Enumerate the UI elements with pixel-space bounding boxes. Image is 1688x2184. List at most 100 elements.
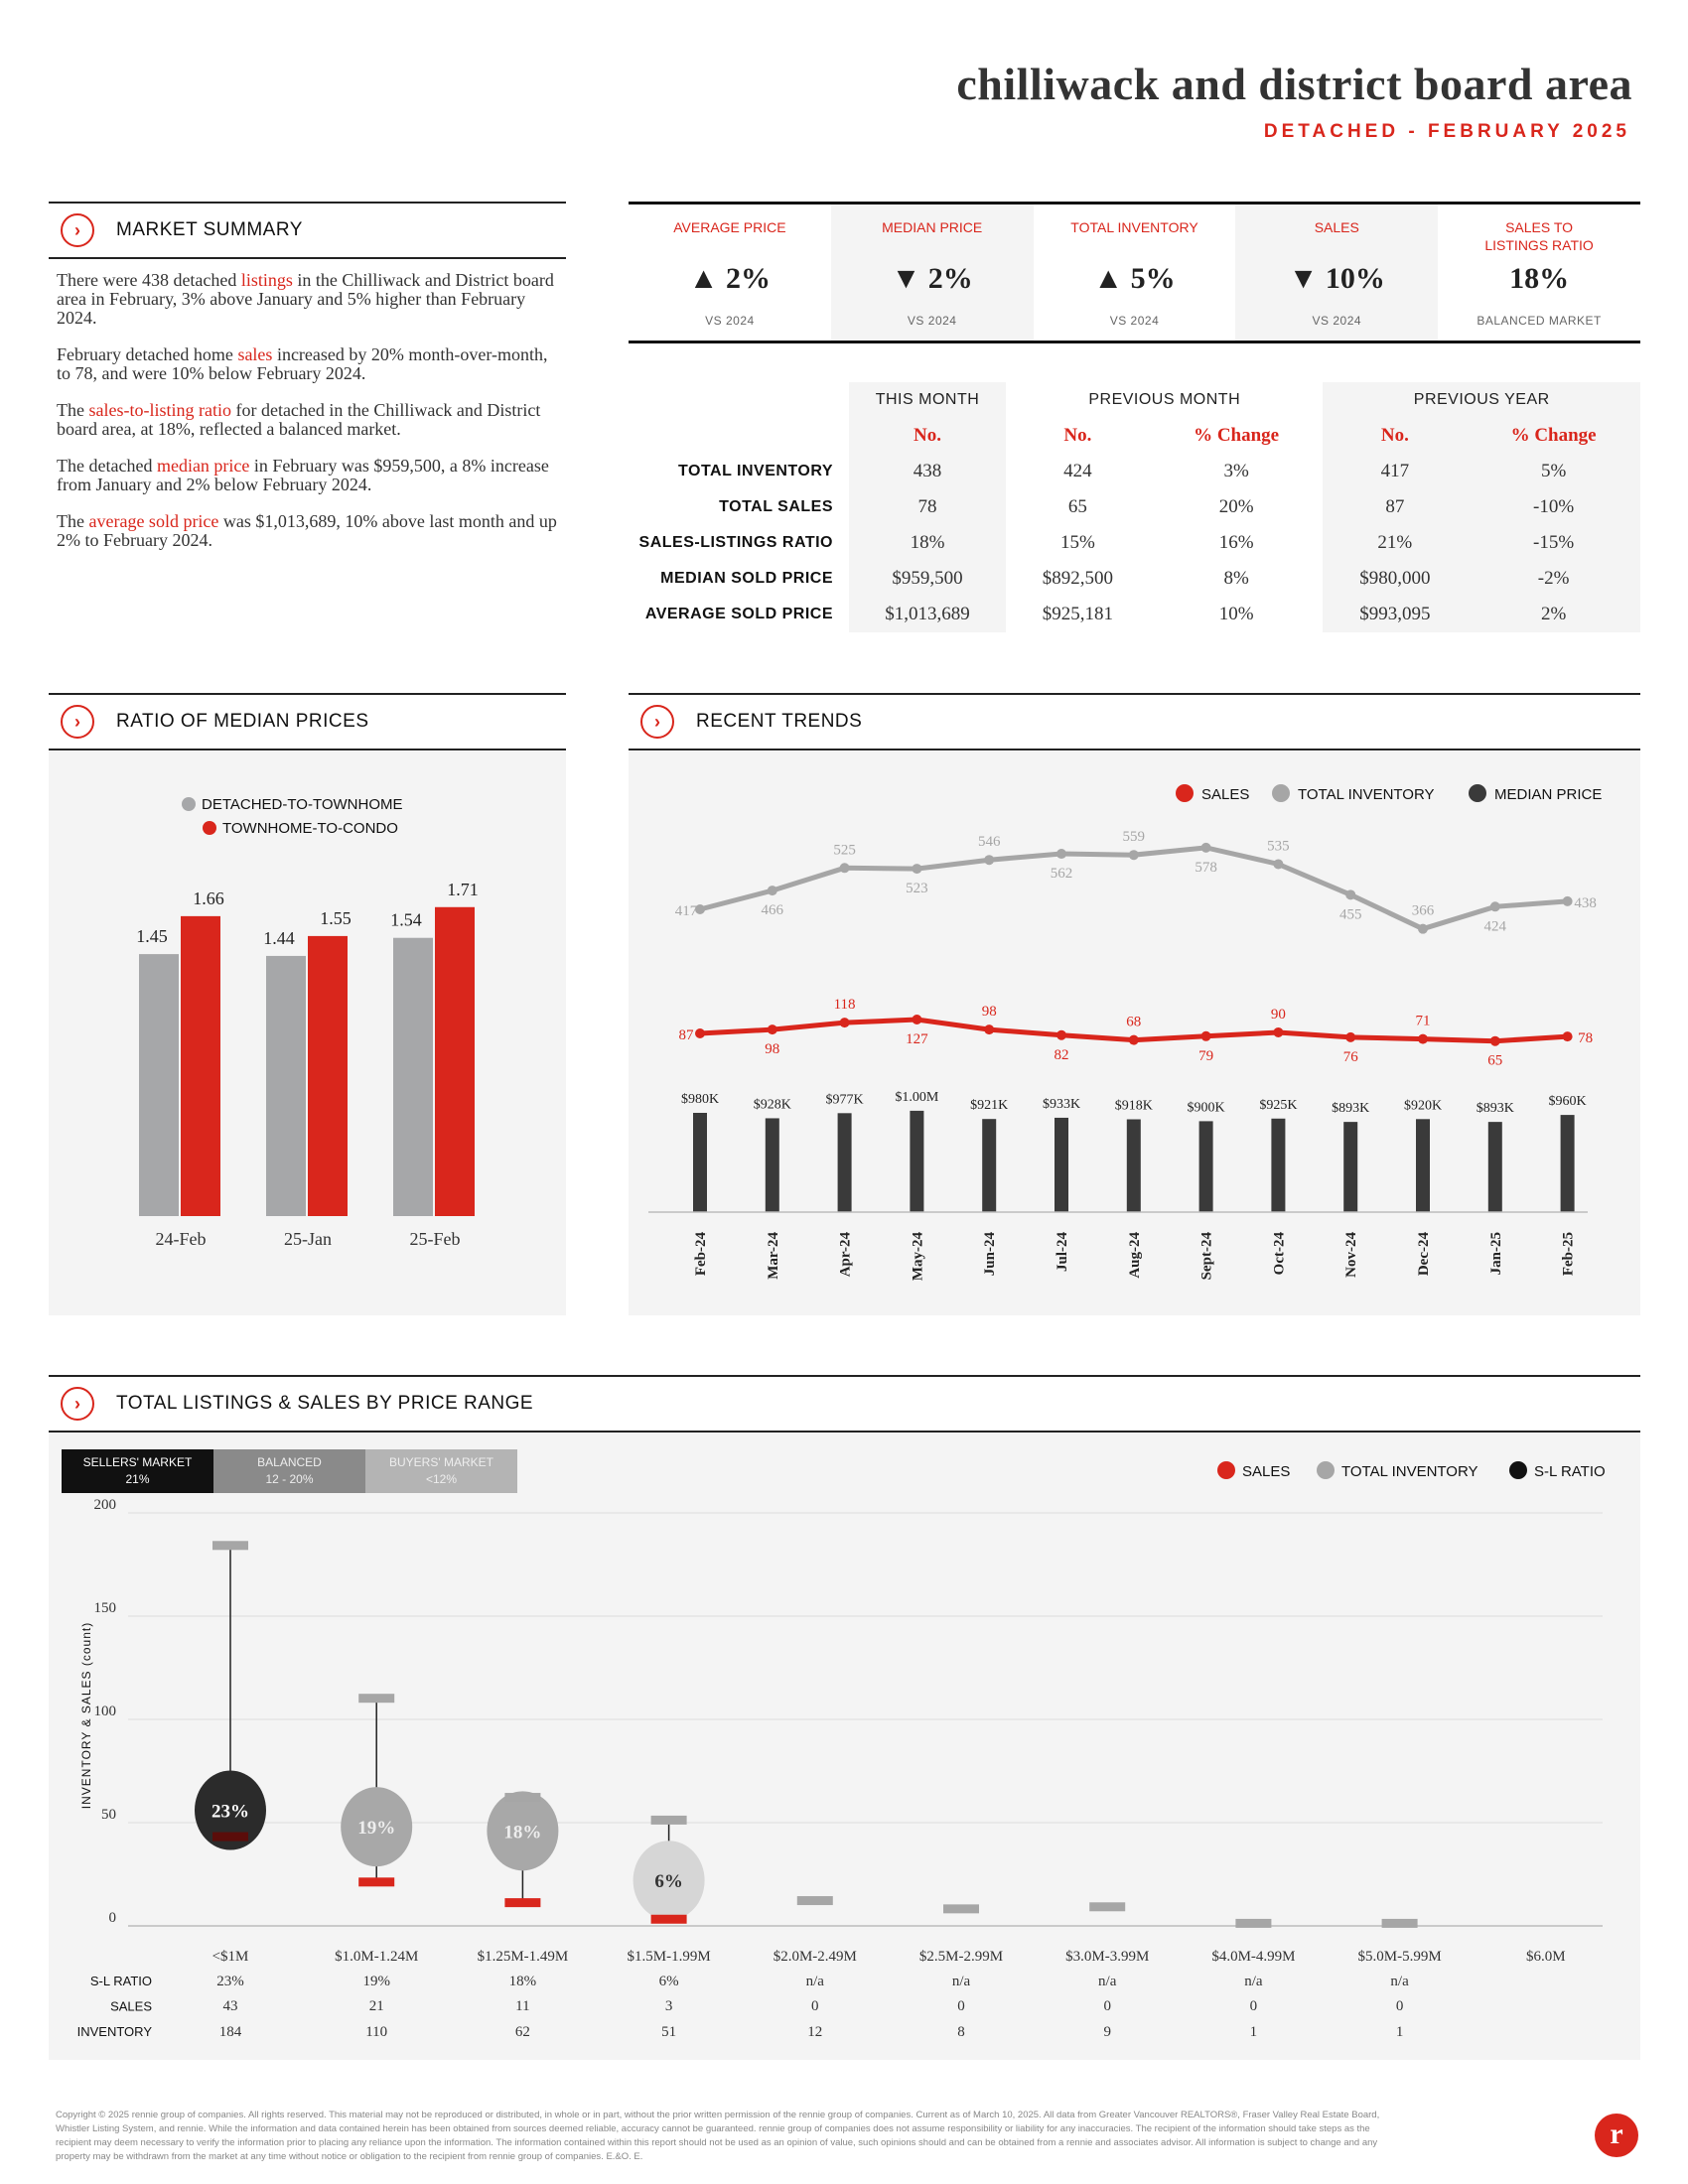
- column-header: No.: [1063, 425, 1092, 446]
- sales-point: [912, 1015, 922, 1024]
- column-header: % Change: [1194, 425, 1280, 446]
- sales-value-label: 127: [906, 1031, 928, 1047]
- inventory-value-label: 438: [1574, 895, 1597, 911]
- sales-value-label: 68: [1126, 1015, 1141, 1030]
- y-tick-label: 200: [94, 1497, 117, 1513]
- section-title: TOTAL LISTINGS & SALES BY PRICE RANGE: [116, 1393, 534, 1414]
- inventory-value-label: 559: [1123, 829, 1146, 845]
- median-price-label: $980K: [681, 1092, 719, 1107]
- median-price-label: $893K: [1332, 1101, 1369, 1116]
- stat-subtext: BALANCED MARKET: [1477, 314, 1602, 328]
- table-row: AVERAGE SOLD PRICE $1,013,689 $925,181 10% $…: [629, 597, 1640, 632]
- stat-value: ▼ 10%: [1288, 262, 1385, 295]
- bar-value-label: 1.55: [320, 908, 352, 928]
- sales-point: [1345, 1031, 1356, 1042]
- median-price-bar: [765, 1118, 779, 1212]
- stat-value: ▼ 2%: [891, 262, 973, 295]
- table-cell: -10%: [1467, 489, 1640, 525]
- sales-value-label: 78: [1578, 1030, 1593, 1046]
- sl-ratio-value: n/a: [1390, 1974, 1409, 1989]
- legend-label: TOTAL INVENTORY: [1298, 786, 1435, 803]
- sales-point: [984, 1024, 995, 1035]
- inventory-value: 184: [219, 2024, 242, 2040]
- median-price-label: $928K: [754, 1097, 791, 1112]
- stat-label: TOTAL INVENTORY: [1070, 219, 1198, 235]
- category-label: $4.0M-4.99M: [1211, 1949, 1295, 1965]
- table-row: TOTAL INVENTORY 438 424 3% 417 5%: [629, 454, 1640, 489]
- inventory-value: 62: [515, 2024, 530, 2040]
- median-price-bar: [910, 1110, 924, 1212]
- market-range: <12%: [425, 1472, 458, 1486]
- sales-value: 3: [665, 1998, 673, 2014]
- footer-disclaimer: Copyright © 2025 rennie group of compani…: [56, 2110, 1380, 2162]
- bar-value-label: 1.54: [390, 910, 422, 930]
- market-name: BALANCED: [257, 1455, 322, 1469]
- category-label: 24-Feb: [156, 1229, 207, 1249]
- market-name: BUYERS' MARKET: [389, 1455, 493, 1469]
- median-price-bar: [1126, 1119, 1141, 1212]
- month-label: Nov-24: [1343, 1232, 1359, 1278]
- inventory-point: [1056, 849, 1066, 860]
- sales-value-label: 82: [1055, 1047, 1069, 1063]
- legend-dot: [182, 797, 196, 811]
- summary-text: for detached in the Chilliwack and Distr…: [57, 400, 541, 439]
- category-label: $1.5M-1.99M: [628, 1949, 711, 1965]
- legend-dot: [1272, 784, 1290, 802]
- page-title: chilliwack and district board area: [956, 59, 1632, 109]
- trends-header: › RECENT TRENDS: [629, 693, 1640, 751]
- inventory-point: [1562, 895, 1573, 906]
- inventory-marker: [1381, 1918, 1418, 1928]
- month-label: Dec-24: [1416, 1232, 1432, 1277]
- stat-card: MEDIAN PRICE ▼ 2% VS 2024: [830, 205, 1034, 341]
- inventory-value: 8: [957, 2024, 965, 2040]
- row-label: TOTAL SALES: [719, 498, 833, 515]
- inventory-value-label: 525: [833, 842, 856, 858]
- summary-text: The detached: [57, 456, 157, 476]
- summary-paragraph: The average sold price was $1,013,689, 1…: [57, 512, 563, 550]
- table-cell: 18%: [849, 525, 1006, 561]
- summary-paragraph: The detached median price in February wa…: [57, 457, 563, 494]
- inventory-value-label: 455: [1339, 906, 1362, 922]
- summary-text: The: [57, 400, 89, 420]
- table-cell: $980,000: [1323, 561, 1468, 597]
- sales-point: [767, 1024, 777, 1035]
- inventory-point: [984, 855, 995, 866]
- market-summary-text: There were 438 detached listings in the …: [57, 271, 563, 568]
- category-label: 25-Jan: [284, 1229, 332, 1249]
- category-label: $1.0M-1.24M: [335, 1949, 418, 1965]
- inventory-marker: [943, 1904, 979, 1914]
- median-price-label: $933K: [1043, 1097, 1080, 1112]
- median-price-label: $960K: [1549, 1094, 1587, 1109]
- stat-subtext: VS 2024: [705, 314, 755, 328]
- month-label: Apr-24: [838, 1232, 854, 1278]
- summary-text: The: [57, 511, 89, 531]
- summary-paragraph: The sales-to-listing ratio for detached …: [57, 401, 563, 439]
- sl-ratio-value: 19%: [362, 1974, 390, 1989]
- inventory-value-label: 523: [906, 881, 928, 896]
- inventory-value-label: 466: [762, 902, 784, 918]
- inventory-marker: [358, 1694, 395, 1704]
- inventory-point: [1273, 859, 1284, 870]
- stat-value: ▲ 5%: [1093, 262, 1176, 295]
- bar: [139, 954, 179, 1216]
- inventory-value: 51: [661, 2024, 676, 2040]
- inventory-point: [1200, 842, 1211, 853]
- sl-ratio-bubble-label: 19%: [357, 1818, 395, 1839]
- sales-value-label: 90: [1271, 1007, 1286, 1023]
- group-header: PREVIOUS YEAR: [1323, 382, 1640, 418]
- summary-paragraph: There were 438 detached listings in the …: [57, 271, 563, 328]
- median-price-bar: [693, 1113, 707, 1212]
- month-label: Jun-24: [982, 1232, 998, 1277]
- median-price-label: $918K: [1115, 1099, 1153, 1114]
- month-label: May-24: [910, 1232, 925, 1282]
- legend-label: S-L RATIO: [1534, 1463, 1606, 1480]
- sales-value: 0: [1103, 1998, 1111, 2014]
- market-range: 12 - 20%: [265, 1472, 314, 1486]
- sales-marker: [504, 1898, 541, 1908]
- sales-value-label: 87: [679, 1027, 695, 1043]
- y-tick-label: 100: [94, 1704, 117, 1719]
- month-label: Feb-24: [693, 1232, 709, 1277]
- table-subheader-row: No. No.% Change No.% Change: [629, 418, 1640, 454]
- table-cell: 87: [1323, 489, 1468, 525]
- sales-point: [839, 1018, 850, 1028]
